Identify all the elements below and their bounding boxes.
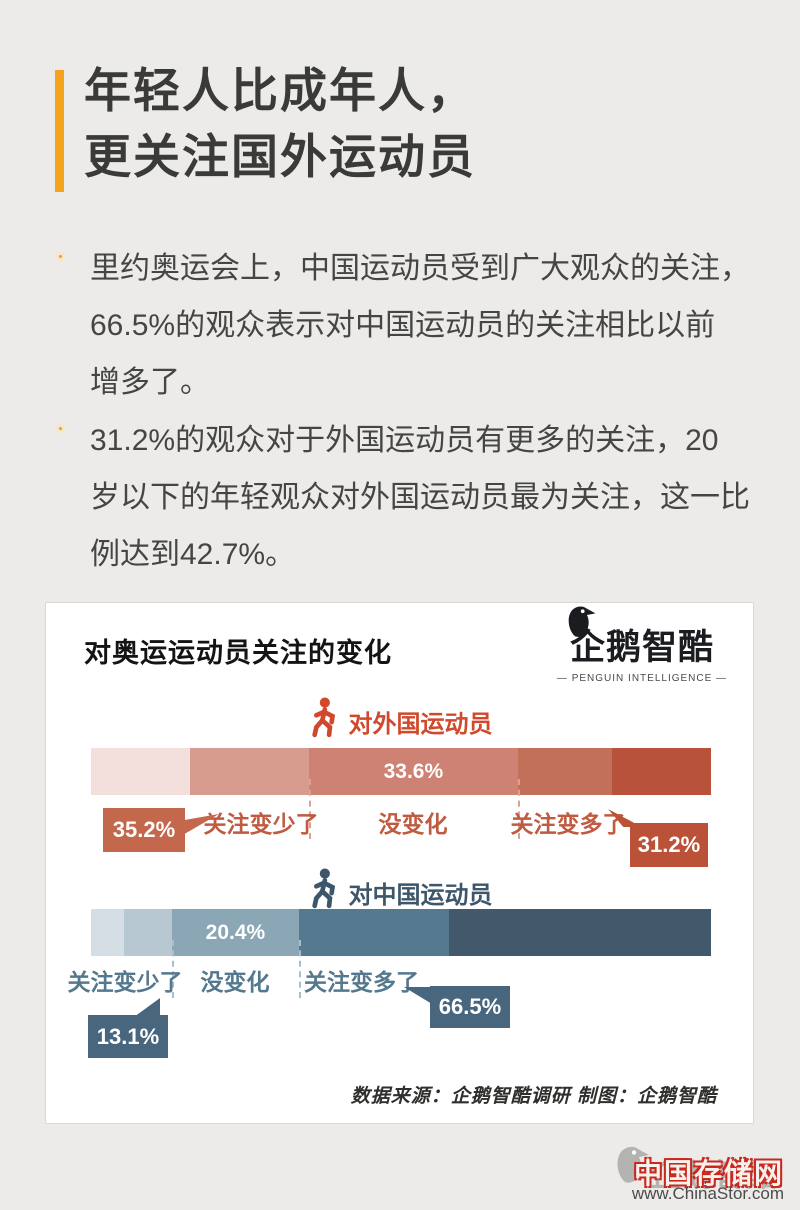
callout-value: 31.2% <box>637 832 701 857</box>
category-label: 关注变多了 <box>304 969 419 995</box>
chart-title: 对奥运运动员关注的变化 <box>84 638 392 668</box>
segment-value-label: 20.4% <box>205 920 266 944</box>
callout-35-2: 35.2% <box>103 808 219 852</box>
bar-segment <box>517 748 612 795</box>
bar-segment <box>611 748 711 795</box>
callout-value: 35.2% <box>112 817 176 842</box>
bar-segment <box>298 909 450 956</box>
bullet-dot-icon <box>56 252 65 261</box>
group-divider <box>172 940 174 998</box>
callout-66-5: 66.5% <box>404 986 510 1028</box>
bar-segment <box>91 909 124 956</box>
category-label: 没变化 <box>200 969 270 995</box>
bar-segment: 33.6% <box>309 748 518 795</box>
callout-value: 13.1% <box>96 1023 160 1049</box>
bar-segment <box>123 909 173 956</box>
group-divider <box>518 779 520 839</box>
page-title: 年轻人比成年人， 更关注国外运动员 <box>84 58 476 190</box>
legend-label: 对外国运动员 <box>348 711 493 738</box>
bullet-text: 里约奥运会上，中国运动员受到广大观众的关注， 66.5%的观众表示对中国运动员的… <box>90 252 750 399</box>
category-label: 没变化 <box>378 811 448 837</box>
callout-31-2: 31.2% <box>608 809 708 867</box>
watermark-logo-text: 企鹅智酷 <box>650 1158 778 1193</box>
penguin-icon <box>568 606 596 637</box>
walking-person-icon <box>311 697 335 738</box>
chart-card: 对奥运运动员关注的变化 企鹅智酷 — PENGUIN INTELLIGENCE … <box>45 602 754 1124</box>
bar-segment <box>449 909 711 956</box>
brand-logo-subtitle: — PENGUIN INTELLIGENCE — <box>556 673 728 684</box>
legend-foreign-athletes: 对外国运动员 <box>46 695 753 739</box>
stacked-bar-foreign: 33.6% <box>91 748 711 795</box>
category-label: 关注变少了 <box>203 811 319 837</box>
callout-13-1: 13.1% <box>88 998 168 1058</box>
callout-pointer <box>134 998 160 1017</box>
title-line-1: 年轻人比成年人， <box>84 64 476 117</box>
legend-label: 对中国运动员 <box>348 882 493 909</box>
category-label: 关注变多了 <box>510 811 626 837</box>
brand-logo-text: 企鹅智酷 <box>569 628 714 667</box>
brand-logo: 企鹅智酷 — PENGUIN INTELLIGENCE — <box>553 606 731 684</box>
bar-segment: 20.4% <box>172 909 299 956</box>
legend-chinese-athletes: 对中国运动员 <box>46 866 753 910</box>
callout-value: 66.5% <box>438 994 502 1019</box>
watermark-site-name: 中国存储网 <box>633 1158 784 1189</box>
group-divider <box>309 779 311 839</box>
data-source-note: 数据来源：企鹅智酷调研 制图：企鹅智酷 <box>350 1086 717 1107</box>
bullet-dot-icon <box>56 424 65 433</box>
bar-segment <box>91 748 191 795</box>
group-divider <box>299 940 301 998</box>
title-accent-bar <box>55 70 64 192</box>
watermark-penguin-icon <box>617 1146 649 1183</box>
bar-segment <box>190 748 310 795</box>
category-label: 关注变少了 <box>67 969 183 995</box>
segment-value-label: 33.6% <box>383 759 444 783</box>
stacked-bar-chinese: 20.4% <box>91 909 711 956</box>
watermark-site-url: www.ChinaStor.com <box>631 1184 784 1203</box>
walking-person-icon <box>311 868 335 909</box>
bullet-text: 31.2%的观众对于外国运动员有更多的关注，20 岁以下的年轻观众对外国运动员最… <box>90 424 750 571</box>
title-line-2: 更关注国外运动员 <box>84 130 476 183</box>
